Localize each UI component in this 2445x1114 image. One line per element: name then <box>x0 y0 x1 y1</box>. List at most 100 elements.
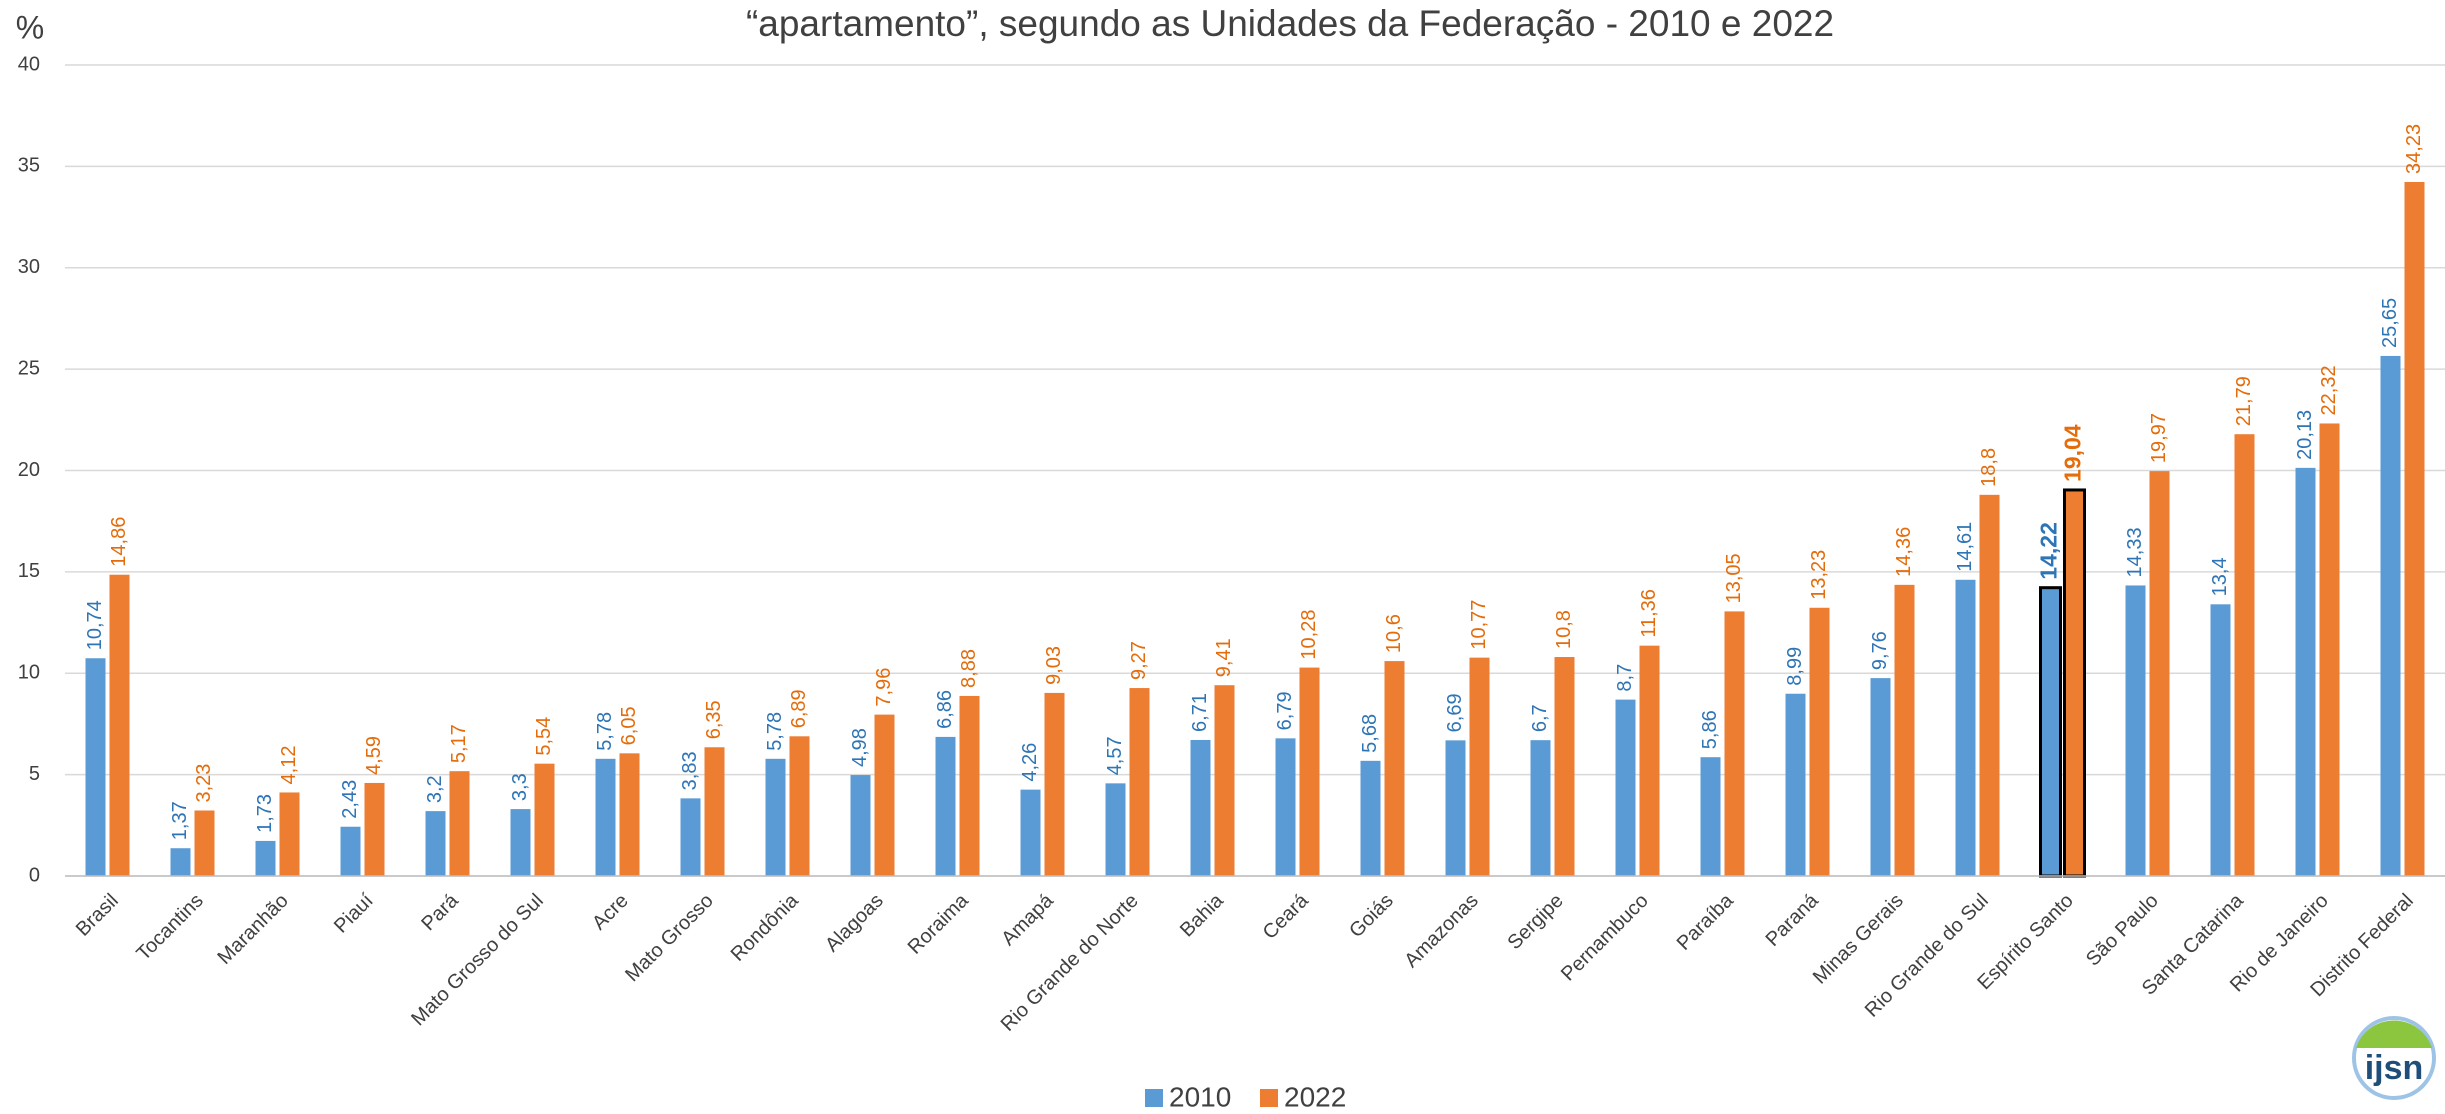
bar <box>1190 739 1211 876</box>
chart-title: “apartamento”, segundo as Unidades da Fe… <box>746 3 1834 44</box>
data-label: 4,59 <box>363 736 385 775</box>
x-tick-label: Rondônia <box>727 889 804 966</box>
data-label: 8,7 <box>1614 664 1636 692</box>
x-tick-label: Alagoas <box>821 890 888 957</box>
data-label: 9,27 <box>1128 641 1150 680</box>
bar <box>109 574 130 876</box>
data-label: 10,28 <box>1298 610 1320 660</box>
data-label: 3,3 <box>509 773 531 801</box>
data-label: 6,79 <box>1274 691 1296 730</box>
bar <box>2380 355 2401 876</box>
x-tick-label: Maranhão <box>214 890 293 969</box>
bar <box>1275 738 1296 876</box>
x-tick-label: Paraíba <box>1673 889 1739 955</box>
x-tick-label: Ceará <box>1259 889 1314 944</box>
bar <box>1105 783 1126 876</box>
data-label: 13,23 <box>1808 550 1830 600</box>
bar <box>1870 678 1891 876</box>
data-label: 6,71 <box>1189 693 1211 732</box>
data-label: 13,4 <box>2209 557 2231 596</box>
data-label: 18,8 <box>1978 448 2000 487</box>
y-axis-label: % <box>16 9 44 45</box>
x-tick-label: Rio Grande do Norte <box>997 890 1143 1036</box>
data-label: 20,13 <box>2294 410 2316 460</box>
bar <box>170 848 191 876</box>
data-label: 10,74 <box>84 600 106 650</box>
data-label: 4,57 <box>1104 736 1126 775</box>
data-label: 6,89 <box>788 689 810 728</box>
bar <box>874 714 895 876</box>
bar <box>1299 667 1320 876</box>
bar <box>2125 585 2146 876</box>
data-label: 1,37 <box>169 801 191 840</box>
bar <box>1955 579 1976 876</box>
legend-swatch <box>1145 1089 1163 1107</box>
x-tick-label: Brasil <box>72 890 123 941</box>
x-tick-label: Amapá <box>997 889 1058 950</box>
bar <box>1384 661 1405 876</box>
x-tick-label: Pará <box>417 889 463 935</box>
legend-swatch <box>1260 1089 1278 1107</box>
bar <box>789 736 810 876</box>
data-label: 3,2 <box>424 775 446 803</box>
data-label: 9,41 <box>1213 638 1235 677</box>
logo-arc <box>2356 1020 2432 1048</box>
bar <box>1129 688 1150 876</box>
data-label: 6,35 <box>703 700 725 739</box>
x-tick-label: Piauí <box>330 889 378 937</box>
bar <box>1044 692 1065 876</box>
data-label: 7,96 <box>873 668 895 707</box>
y-tick-label: 30 <box>18 256 40 278</box>
bar <box>1214 685 1235 876</box>
data-label: 14,22 <box>2036 522 2062 580</box>
logo-text: ijsn <box>2365 1049 2424 1087</box>
data-label: 5,78 <box>764 712 786 751</box>
x-tick-label: Goiás <box>1345 890 1398 943</box>
bar <box>1360 760 1381 876</box>
data-label: 19,97 <box>2148 413 2170 463</box>
y-tick-label: 20 <box>18 459 40 481</box>
legend-label: 2010 <box>1169 1081 1231 1112</box>
data-label: 5,54 <box>533 717 555 756</box>
data-label: 3,23 <box>193 764 215 803</box>
y-tick-label: 35 <box>18 155 40 177</box>
bar <box>704 747 725 876</box>
bar <box>1979 494 2000 876</box>
data-label: 6,7 <box>1529 704 1551 732</box>
bar <box>2210 604 2231 876</box>
bar <box>1615 699 1636 876</box>
bar <box>510 809 531 876</box>
data-label: 1,73 <box>254 794 276 833</box>
bar <box>680 798 701 876</box>
bar <box>2404 181 2425 876</box>
bar <box>2063 488 2086 878</box>
x-tick-label: Bahia <box>1176 889 1228 941</box>
data-label: 10,77 <box>1468 600 1490 650</box>
bar <box>959 695 980 876</box>
y-tick-label: 25 <box>18 357 40 379</box>
data-label: 10,8 <box>1553 610 1575 649</box>
y-tick-label: 10 <box>18 662 40 684</box>
bar <box>534 763 555 876</box>
bar <box>1894 584 1915 876</box>
data-label: 5,78 <box>594 712 616 751</box>
data-label: 6,86 <box>934 690 956 729</box>
x-tick-label: Tocantins <box>132 890 207 965</box>
x-tick-label: Acre <box>588 890 633 935</box>
data-label: 4,26 <box>1019 743 1041 782</box>
bar <box>1469 657 1490 876</box>
data-label: 3,83 <box>679 751 701 790</box>
bar <box>619 753 640 876</box>
bar <box>340 826 361 876</box>
bar <box>1445 740 1466 876</box>
data-label: 9,76 <box>1869 631 1891 670</box>
bar <box>255 840 276 876</box>
bar <box>1554 657 1575 876</box>
y-tick-label: 15 <box>18 560 40 582</box>
bar <box>2234 434 2255 876</box>
data-label: 14,61 <box>1954 522 1976 572</box>
y-tick-label: 0 <box>29 864 40 886</box>
bar <box>1785 693 1806 876</box>
data-label: 5,86 <box>1699 710 1721 749</box>
